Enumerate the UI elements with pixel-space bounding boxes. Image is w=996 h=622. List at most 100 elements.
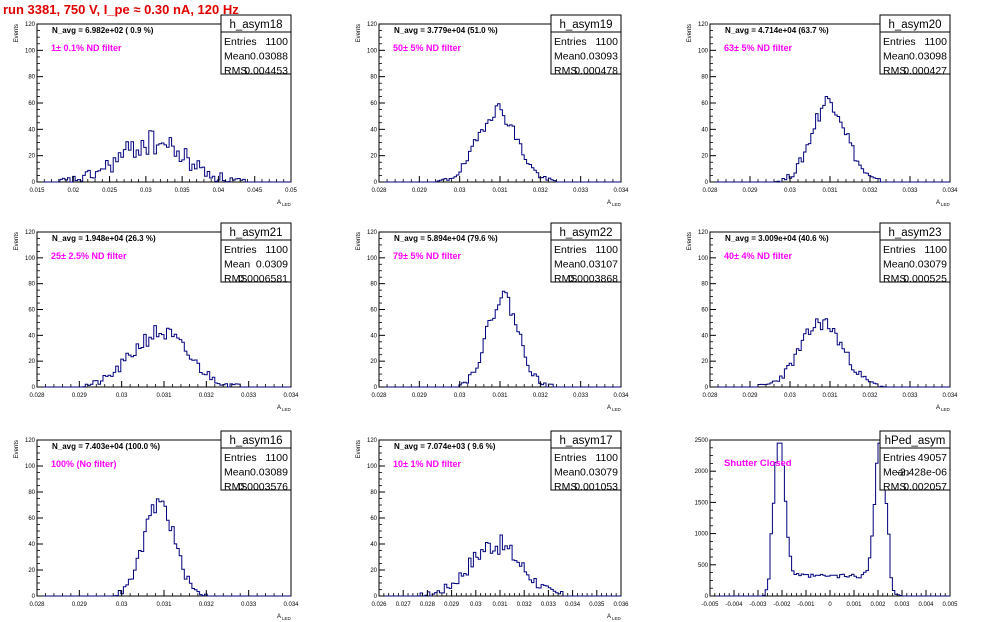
y-tick-label: 40 — [28, 333, 35, 339]
x-tick-label: 0.028 — [420, 602, 436, 608]
histogram-bars — [37, 130, 291, 183]
x-tick-label: 0.031 — [156, 602, 172, 608]
y-tick-label: 100 — [367, 256, 378, 262]
x-tick-label: 0.025 — [102, 188, 118, 194]
stats-label: RMS — [883, 65, 906, 77]
filter-annotation: 10± 1% ND filter — [393, 459, 461, 469]
x-tick-label: 0.035 — [589, 602, 605, 608]
x-axis-title: ALED — [277, 405, 292, 412]
stats-value: 1100 — [265, 36, 288, 48]
y-tick-label: 60 — [370, 516, 377, 522]
x-tick-label: 0.034 — [283, 393, 299, 399]
stats-label: Entries — [883, 36, 916, 48]
x-tick-label: 0.032 — [862, 188, 878, 194]
x-tick-label: 0.033 — [541, 602, 557, 608]
y-tick-label: 2500 — [695, 438, 709, 444]
x-tick-label: 0.032 — [517, 602, 533, 608]
histogram-name: h_asym19 — [559, 19, 612, 31]
y-tick-label: 60 — [28, 308, 35, 314]
x-tick-label: 0.036 — [613, 602, 629, 608]
x-tick-label: 0 — [828, 602, 832, 608]
x-tick-label: 0.033 — [573, 393, 589, 399]
x-tick-label: 0.015 — [29, 188, 45, 194]
y-tick-label: 0 — [374, 180, 378, 186]
stats-value: 1100 — [595, 244, 618, 256]
y-tick-label: 40 — [370, 542, 377, 548]
histogram-name: h_asym21 — [229, 227, 282, 239]
navg-annotation: N_avg = 3.009e+04 (40.6 %) — [725, 234, 829, 243]
x-tick-label: 0.034 — [942, 393, 958, 399]
y-tick-label: 80 — [28, 75, 35, 81]
stats-value: 0.000427 — [903, 65, 947, 77]
y-tick-label: 60 — [701, 308, 708, 314]
x-tick-label: 0.03 — [116, 602, 128, 608]
stats-value: 0.03089 — [250, 467, 288, 479]
stats-value: 0.0309 — [256, 259, 288, 271]
y-axis-title: Events — [356, 24, 362, 42]
y-tick-label: 120 — [367, 230, 378, 236]
stats-box — [220, 222, 292, 283]
x-tick-label: 0.033 — [241, 602, 257, 608]
x-tick-label: 0.032 — [199, 602, 215, 608]
stats-label: RMS — [554, 273, 577, 285]
histogram-name: h_asym18 — [229, 19, 282, 31]
y-axis-title: Events — [356, 232, 362, 250]
x-tick-label: -0.002 — [773, 602, 791, 608]
filter-annotation: 25± 2.5% ND filter — [51, 251, 127, 261]
y-tick-label: 100 — [367, 464, 378, 470]
stats-box — [879, 430, 951, 491]
stats-label: Entries — [554, 36, 587, 48]
histogram-panel-h_asym23: 0.028 0.029 0.03 0.031 0.032 0.033 0.034 0 20 40 6… — [687, 222, 958, 412]
x-tick-label: 0.029 — [412, 188, 428, 194]
x-tick-label: -0.005 — [701, 602, 719, 608]
histogram-bars — [37, 498, 291, 597]
y-tick-label: 120 — [367, 438, 378, 444]
x-tick-label: 0.026 — [371, 602, 387, 608]
stats-label: Mean — [224, 467, 250, 479]
stats-label: Mean — [883, 467, 909, 479]
stats-value: 1100 — [924, 36, 947, 48]
stats-value: 0.0003576 — [238, 481, 288, 493]
histogram-name: hPed_asym — [885, 435, 946, 447]
stats-value: 0.000525 — [903, 273, 947, 285]
x-axis-title: ALED — [936, 200, 951, 207]
filter-annotation: 40± 4% ND filter — [724, 251, 792, 261]
navg-annotation: N_avg = 7.403e+04 (100.0 %) — [52, 442, 160, 451]
y-tick-label: 80 — [370, 282, 377, 288]
x-tick-label: 0.032 — [533, 393, 549, 399]
y-tick-label: 0 — [32, 180, 36, 186]
x-tick-label: 0.034 — [942, 188, 958, 194]
x-tick-label: 0.028 — [371, 188, 387, 194]
stats-label: Entries — [224, 36, 257, 48]
x-tick-label: 0.029 — [742, 393, 758, 399]
stats-box — [220, 430, 292, 491]
x-tick-label: 0.031 — [492, 188, 508, 194]
histogram-panel-hPed_asym: -0.005 -0.004 -0.003 -0.002 -0.001 0 0.001 0.00… — [695, 430, 958, 608]
x-tick-label: 0.03 — [784, 393, 796, 399]
x-tick-label: 0.029 — [742, 188, 758, 194]
histogram-bars — [710, 442, 950, 597]
y-tick-label: 40 — [701, 333, 708, 339]
x-tick-label: 0.028 — [29, 393, 45, 399]
stats-label: RMS — [224, 481, 247, 493]
navg-annotation: N_avg = 4.714e+04 (63.7 %) — [725, 26, 829, 35]
histogram-panel-h_asym22: 0.028 0.029 0.03 0.031 0.032 0.033 0.034 0 20 40 6… — [356, 222, 629, 412]
stats-box — [220, 14, 292, 75]
stats-value: 0.03079 — [909, 259, 947, 271]
navg-annotation: N_avg = 7.074e+03 ( 9.6 %) — [394, 442, 496, 451]
y-tick-label: 120 — [367, 22, 378, 28]
histogram-name: h_asym17 — [559, 435, 612, 447]
stats-value: 1100 — [265, 244, 288, 256]
x-tick-label: -0.001 — [797, 602, 815, 608]
y-tick-label: 1000 — [695, 532, 709, 538]
y-tick-label: 60 — [701, 101, 708, 107]
x-tick-label: 0.028 — [29, 602, 45, 608]
stats-value: 0.0006581 — [238, 273, 288, 285]
x-tick-label: 0.028 — [702, 188, 718, 194]
histogram-name: h_asym20 — [888, 19, 941, 31]
y-tick-label: 2000 — [695, 469, 709, 475]
navg-annotation: N_avg = 6.982e+02 ( 0.9 %) — [52, 26, 154, 35]
x-axis-title: ALED — [607, 614, 622, 621]
y-tick-label: 80 — [701, 282, 708, 288]
y-tick-label: 120 — [25, 22, 36, 28]
